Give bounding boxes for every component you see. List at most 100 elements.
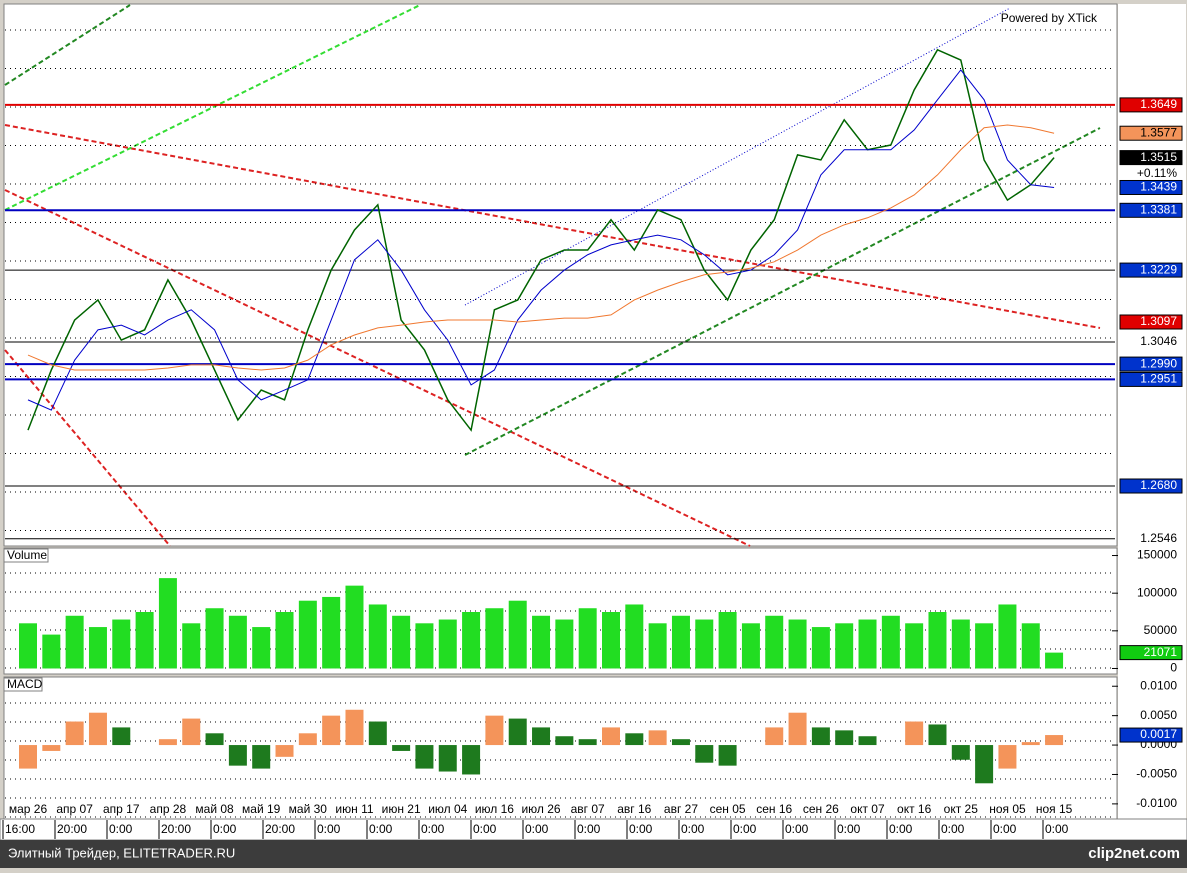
y-tick-label: -0.0100 <box>1136 796 1177 810</box>
footer-text: Элитный Трейдер, ELITETRADER.RU <box>8 845 235 860</box>
time-label: 0:00 <box>681 822 705 836</box>
trend-line <box>4 124 1101 329</box>
bar <box>648 623 667 669</box>
bar <box>811 627 830 669</box>
y-tick-label: 1.3097 <box>1140 314 1177 328</box>
bar <box>975 745 994 784</box>
bar <box>415 623 434 669</box>
y-tick-label: 1.2546 <box>1140 531 1177 545</box>
time-label: 0:00 <box>733 822 757 836</box>
bar <box>625 604 644 669</box>
trend-lines <box>4 4 1101 547</box>
y-tick-label: 1.3229 <box>1140 262 1177 276</box>
time-label: 0:00 <box>577 822 601 836</box>
y-tick-label: 1.2680 <box>1140 478 1177 492</box>
bar <box>741 623 760 669</box>
bar <box>158 578 177 669</box>
bar <box>182 718 201 746</box>
bar <box>835 623 854 669</box>
bar <box>1021 742 1040 746</box>
y-tick-label-box <box>1120 335 1182 350</box>
time-label: 0:00 <box>473 822 497 836</box>
bar <box>508 600 527 669</box>
y-tick-label-box <box>1119 262 1183 278</box>
x-tick-label: окт 07 <box>850 802 885 816</box>
y-tick-label: 1.3046 <box>1140 334 1177 348</box>
last-value-label: 1.3515 <box>1140 150 1177 164</box>
x-tick-label: май 30 <box>289 802 328 816</box>
bar <box>228 745 247 766</box>
bar <box>788 619 807 669</box>
x-tick-label: июн 21 <box>382 802 421 816</box>
bar <box>718 612 737 669</box>
bar <box>415 745 434 769</box>
time-label: 0:00 <box>993 822 1017 836</box>
x-tick-label: апр 07 <box>56 802 93 816</box>
bar <box>928 724 947 746</box>
bar <box>485 608 504 669</box>
bar <box>298 600 317 669</box>
bar <box>112 619 131 669</box>
last-value-label-box <box>1119 125 1183 141</box>
bar <box>19 745 37 769</box>
bar <box>532 615 551 669</box>
footer-logo: clip2net.com <box>1088 845 1180 862</box>
x-tick-label: июн 11 <box>335 802 373 816</box>
trend-line <box>464 127 1101 456</box>
bar <box>88 712 107 746</box>
y-tick-label: 1.3649 <box>1140 97 1177 111</box>
bar <box>368 604 387 669</box>
bar <box>65 721 84 746</box>
time-label: 0:00 <box>317 822 341 836</box>
bar <box>951 745 970 760</box>
bar <box>1021 623 1040 669</box>
time-label: 0:00 <box>889 822 913 836</box>
x-tick-label: ноя 05 <box>989 802 1026 816</box>
bar <box>368 721 387 746</box>
bar <box>951 619 970 669</box>
bar <box>695 745 714 763</box>
change-label: +0.11% <box>1137 166 1177 180</box>
bar <box>275 745 294 757</box>
time-label: 0:00 <box>369 822 393 836</box>
bar <box>322 715 341 746</box>
last-value-label: 1.3439 <box>1140 180 1177 194</box>
bar <box>322 596 341 669</box>
bar <box>438 745 457 772</box>
time-label: 20:00 <box>161 822 191 836</box>
price-panel <box>3 3 1118 547</box>
panel-label-box <box>3 548 49 563</box>
bar <box>392 615 411 669</box>
time-label: 20:00 <box>265 822 295 836</box>
bar <box>625 733 644 746</box>
bar <box>975 623 994 669</box>
time-label: 0:00 <box>941 822 965 836</box>
watermark: Powered by XTick <box>1001 11 1098 25</box>
x-tick-label: сен 26 <box>803 802 839 816</box>
x-tick-label: авг 27 <box>664 802 698 816</box>
bar <box>462 745 481 775</box>
x-tick-label: авг 07 <box>571 802 605 816</box>
trend-line <box>4 349 171 547</box>
y-tick-label: 1.2951 <box>1140 372 1177 386</box>
bar <box>275 612 294 669</box>
bar <box>671 739 690 746</box>
bar <box>252 627 271 669</box>
bar <box>112 727 131 746</box>
panel-title: MACD <box>7 677 43 691</box>
panel-title: Volume <box>7 548 47 562</box>
bar <box>19 623 37 669</box>
bar <box>65 615 84 669</box>
x-tick-label: июл 16 <box>475 802 514 816</box>
bar <box>532 727 551 746</box>
x-tick-label: май 08 <box>195 802 234 816</box>
bar <box>88 627 107 669</box>
x-tick-label: июл 04 <box>428 802 467 816</box>
x-tick-label: апр 17 <box>103 802 140 816</box>
last-value-label: 21071 <box>1144 645 1178 659</box>
y-tick-label: 1.3381 <box>1140 202 1177 216</box>
bar <box>765 615 784 669</box>
time-label: 0:00 <box>213 822 237 836</box>
last-value-label-box <box>1119 150 1183 166</box>
